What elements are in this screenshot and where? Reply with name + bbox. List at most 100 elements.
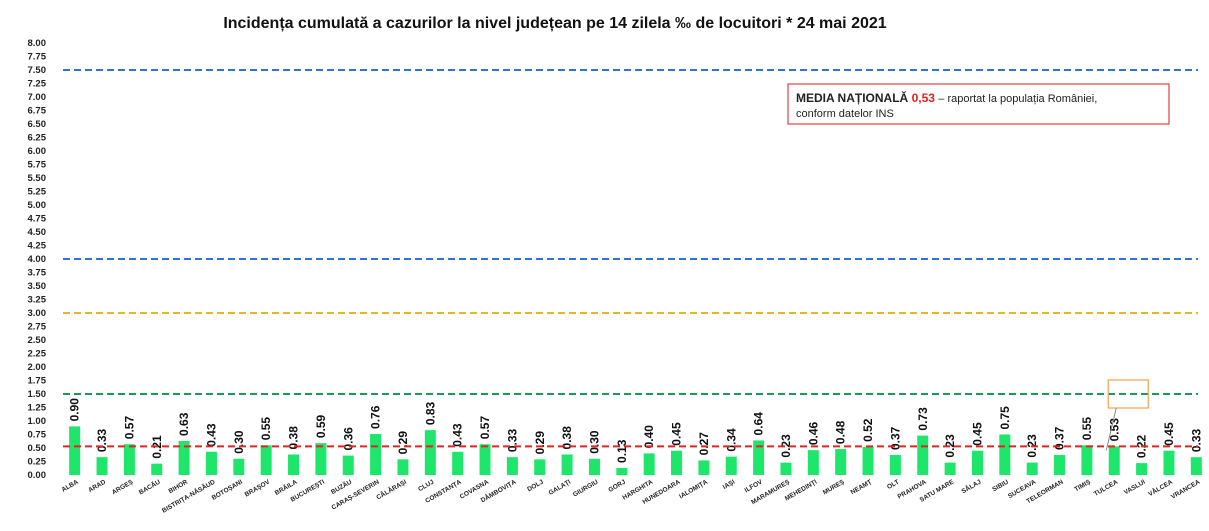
- bar: [260, 445, 272, 475]
- x-tick-label: DOLJ: [526, 478, 545, 493]
- x-tick-label: ILFOV: [744, 478, 765, 494]
- x-tick-label: VASLUI: [1123, 479, 1147, 497]
- value-label: 0.36: [341, 427, 355, 451]
- value-label: 0.83: [423, 401, 437, 425]
- value-label: 0.55: [259, 417, 273, 441]
- value-label: 0.46: [806, 421, 820, 445]
- x-tick-label: BISTRIȚA-NĂSĂUD: [160, 477, 217, 515]
- bar: [233, 458, 245, 475]
- value-label: 0.27: [697, 432, 711, 456]
- bar: [534, 459, 546, 475]
- highlight-box: [1107, 379, 1149, 409]
- value-label: 0.59: [314, 414, 328, 438]
- value-label: 0.75: [998, 406, 1012, 430]
- x-tick-label: GIURGIU: [572, 479, 600, 499]
- value-label: 0.76: [369, 405, 383, 429]
- bar: [370, 433, 382, 475]
- x-tick-label: ARAD: [87, 479, 107, 495]
- x-tick-label: GALAȚI: [548, 479, 573, 497]
- y-tick-label: 4.00: [28, 254, 47, 265]
- y-tick-label: 7.25: [28, 79, 47, 90]
- value-label: 0.38: [287, 426, 301, 450]
- y-tick-label: 3.00: [28, 308, 47, 319]
- bar: [999, 434, 1011, 475]
- x-tick-label: BUZĂU: [329, 477, 353, 496]
- y-tick-label: 6.50: [28, 119, 47, 130]
- y-tick-label: 7.75: [28, 52, 47, 63]
- value-label: 0.33: [95, 428, 109, 452]
- bar: [288, 454, 300, 475]
- bar: [342, 455, 354, 475]
- y-tick-label: 1.00: [28, 416, 47, 427]
- value-label: 0.52: [861, 418, 875, 442]
- annotation-text: conform datelor INS: [796, 108, 894, 120]
- value-label: 0.45: [670, 422, 684, 446]
- bar: [588, 458, 600, 475]
- y-tick-label: 6.25: [28, 133, 47, 144]
- annotation-text: – raportat la populația României,: [938, 93, 1097, 105]
- y-tick-label: 8.00: [28, 38, 47, 49]
- value-label: 0.13: [615, 439, 629, 463]
- x-tick-label: GORJ: [607, 478, 627, 493]
- bar: [616, 467, 628, 475]
- bar: [1108, 446, 1120, 475]
- y-tick-label: 2.25: [28, 349, 47, 360]
- value-label: 0.45: [970, 422, 984, 446]
- x-tick-label: BIHOR: [167, 479, 189, 496]
- x-tick-label: CĂLĂRAȘI: [374, 477, 408, 502]
- value-label: 0.37: [888, 426, 902, 450]
- y-tick-label: 3.50: [28, 281, 47, 292]
- bar: [671, 450, 683, 475]
- annotation-label: MEDIA NAȚIONALĂ: [796, 90, 909, 105]
- value-label: 0.33: [1189, 428, 1203, 452]
- y-tick-label: 0.00: [28, 470, 47, 481]
- bar: [971, 450, 983, 475]
- x-tick-label: BRAȘOV: [244, 478, 272, 498]
- x-tick-label: MUREȘ: [822, 478, 846, 496]
- bar: [1190, 457, 1202, 475]
- bar: [1136, 463, 1148, 475]
- bar: [835, 449, 847, 475]
- value-label: 0.29: [533, 431, 547, 455]
- y-tick-label: 2.50: [28, 335, 47, 346]
- bar: [862, 446, 874, 475]
- x-tick-label: TIMIȘ: [1073, 478, 1092, 493]
- value-label: 0.33: [505, 428, 519, 452]
- annotation: MEDIA NAȚIONALĂ 0,53 – raportat la popul…: [796, 90, 1097, 105]
- value-label: 0.53: [1107, 418, 1121, 442]
- bar: [1081, 445, 1093, 475]
- y-tick-label: 7.50: [28, 65, 47, 76]
- value-label: 0.45: [1162, 422, 1176, 446]
- bar: [725, 456, 737, 475]
- y-tick-label: 0.50: [28, 443, 47, 454]
- y-tick-label: 5.00: [28, 200, 47, 211]
- value-label: 0.29: [396, 431, 410, 455]
- bar: [479, 444, 491, 475]
- x-tick-label: CLUJ: [417, 478, 436, 493]
- x-tick-label: CARAȘ-SEVERIN: [331, 479, 381, 512]
- y-tick-label: 1.25: [28, 403, 47, 414]
- y-tick-label: 4.50: [28, 227, 47, 238]
- chart-title: Incidența cumulată a cazurilor la nivel …: [223, 15, 886, 32]
- bar: [561, 454, 573, 475]
- bar: [315, 443, 327, 475]
- bar: [889, 455, 901, 475]
- bar: [1026, 462, 1038, 475]
- bar: [151, 463, 163, 475]
- bar: [807, 450, 819, 475]
- value-label: 0.30: [587, 430, 601, 454]
- x-tick-label: TULCEA: [1093, 479, 1120, 498]
- value-label: 0.64: [752, 412, 766, 436]
- bar: [178, 440, 190, 475]
- bar: [698, 460, 710, 475]
- y-tick-label: 0.75: [28, 430, 47, 441]
- y-tick-label: 7.00: [28, 92, 47, 103]
- y-tick-label: 5.75: [28, 160, 47, 171]
- annotation-box: [787, 83, 1170, 125]
- value-label: 0.48: [834, 420, 848, 444]
- x-tick-label: ARGEȘ: [111, 478, 135, 496]
- y-tick-label: 0.25: [28, 457, 47, 468]
- y-tick-label: 2.75: [28, 322, 47, 333]
- bar: [1163, 450, 1175, 475]
